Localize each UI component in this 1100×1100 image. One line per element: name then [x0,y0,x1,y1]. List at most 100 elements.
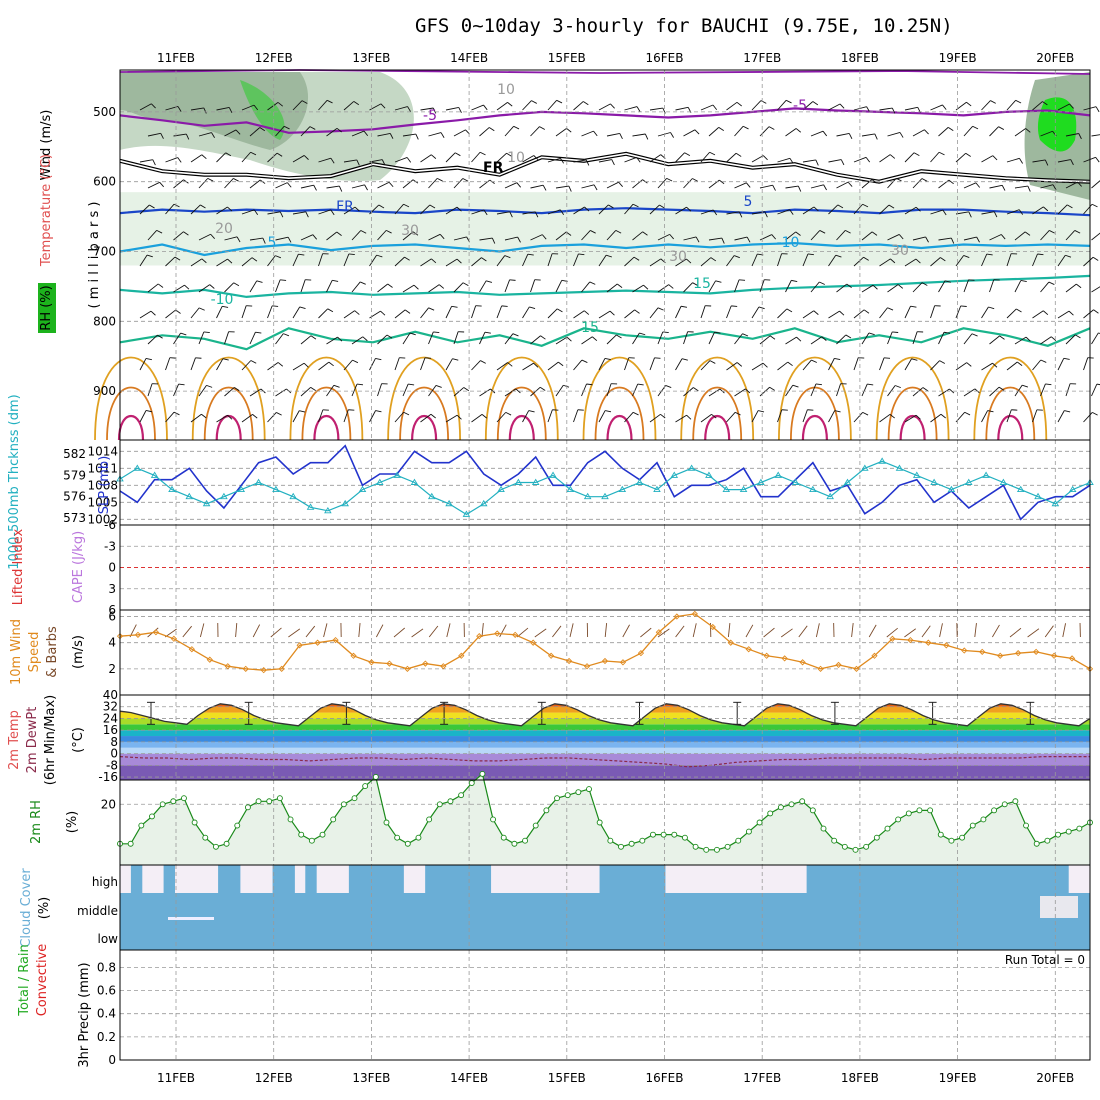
wind-barb [789,209,794,215]
temp-tick: 32 [103,700,118,714]
wind-barb [700,305,706,319]
wind-barb [147,334,158,345]
wind-barb [686,414,692,420]
wind-barb [924,129,929,135]
wind-barb [1049,230,1055,234]
wind-barb [1017,361,1023,366]
wind-barb [692,282,699,286]
wind-barb [377,181,390,189]
wind-barb [636,157,641,163]
wind10-marker [817,665,824,672]
wind-barb [147,383,153,397]
wind-barb [1065,133,1079,137]
wind-barb [139,103,152,111]
wind-barb [233,178,239,182]
wind-barb [249,331,256,345]
wind-barb [453,331,459,345]
wind-barb [839,310,845,316]
wind-barb [1065,230,1076,241]
wind-barb [310,386,316,391]
wind-barb [810,383,817,397]
wind-barb [634,309,640,314]
wind-barb [910,305,917,308]
wind-barb [581,281,591,293]
date-tick-top: 17FEB [743,51,781,65]
wind-barb [758,410,765,413]
isotherm-loop [778,356,852,441]
wind-barb [428,307,435,311]
thickness-marker [410,478,419,485]
wind10-barb [481,623,484,638]
wind-barb [861,179,873,189]
wind-barb [343,101,355,111]
wind-barb [539,386,546,391]
wind-barb [1068,310,1074,316]
wind-barb [300,335,312,345]
wind-barb [785,280,792,293]
wind-barb [972,125,979,130]
wind-barb [283,333,290,337]
wind-barb [456,414,462,420]
precip-tick: 0.8 [97,960,116,974]
wind-barb [714,331,721,334]
wind-barb [504,279,511,293]
wind-barb [987,410,994,413]
thickness-marker [289,492,298,500]
wind-barb [1092,412,1098,416]
wind-barb [1006,157,1020,163]
contour-label: -10 [777,235,800,251]
wind-barb [989,279,995,293]
cloud-high-cell [839,865,851,893]
wind-barb [420,307,429,319]
wind-barb [821,336,827,341]
wind10-marker [116,633,124,640]
wind10-barb [815,623,820,638]
wind-barb [1077,181,1082,187]
wind-barb [533,155,539,161]
wind-barb [227,258,233,264]
wind-barb [471,360,481,371]
thickness-marker [999,478,1008,485]
wind10-marker [997,652,1004,659]
temp-band [120,730,1090,737]
wind-barb [669,234,675,240]
thickness-marker [237,485,246,493]
wind-barb [751,410,759,423]
wind-barb [1040,230,1050,241]
rh2m-marker [916,807,923,814]
wind-barb [1091,286,1100,293]
wind-barb [1006,209,1020,215]
wind-barb [413,284,419,290]
wind-barb [971,333,978,337]
rh2m-marker [991,807,998,814]
wind-barb [938,388,950,397]
wind10-marker [637,650,645,657]
wind-barb [938,237,952,241]
wind-barb [1065,181,1078,189]
wind10-marker [889,635,896,642]
rh-band-30 [120,192,1090,266]
isotherm-loop [301,386,352,441]
wind-barb [504,182,518,189]
wind-barb [1091,134,1100,137]
wind-barb [180,332,187,336]
wind10-marker [314,639,321,646]
wind-barb [471,151,481,163]
wind-barb [1091,232,1100,241]
wind-barb [988,306,995,310]
wind-barb [559,209,565,215]
rh2m-marker [340,801,347,808]
rh2m-marker [660,831,667,838]
cloud-high-cell [893,865,906,893]
rh2m-marker [436,801,443,808]
wind-barb [343,310,355,319]
rh2m-marker [223,840,230,847]
thickness-marker [393,471,401,478]
date-tick-top: 19FEB [939,51,977,65]
wind-barb [200,204,206,209]
contour-label: 5 [268,235,277,251]
wind-barb [812,101,819,106]
wind-barb [751,211,765,215]
wind-barb [887,132,901,137]
wind-barb [403,203,410,208]
